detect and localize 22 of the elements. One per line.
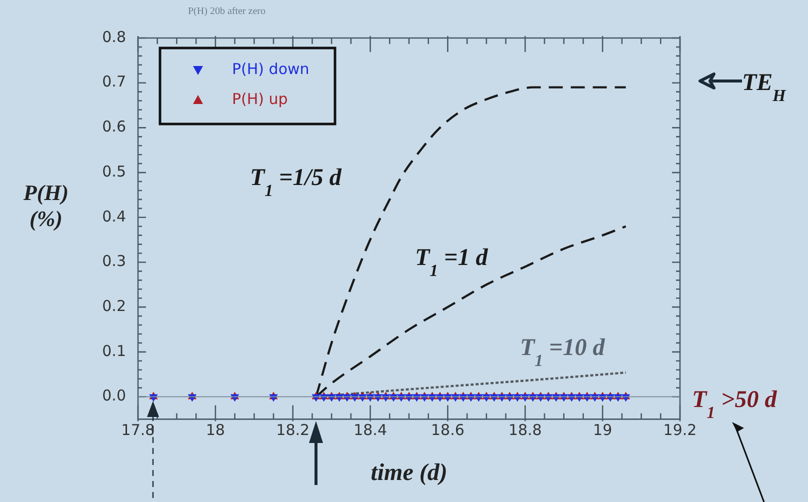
y-tick-label: 0.7 [102, 72, 126, 91]
y-tick-label: 0.1 [102, 342, 126, 360]
x-tick-label: 18.8 [508, 421, 542, 440]
x-tick-label: 18.4 [354, 421, 387, 440]
y-tick-label: 0.8 [102, 28, 126, 46]
y-axis-title: P(H) (%) [22, 180, 69, 231]
x-tick-label: 19 [593, 421, 612, 440]
y-tick-label: 0.3 [102, 252, 126, 270]
x-tick-label: 18.6 [431, 421, 464, 440]
legend-label: P(H) up [232, 90, 288, 108]
chart-title: P(H) 20b after zero [188, 6, 266, 17]
y-tick-label: 0.5 [102, 162, 126, 180]
x-axis-title: time (d) [370, 460, 448, 486]
y-tick-label: 0.2 [102, 296, 126, 315]
y-tick-label: 0.6 [102, 118, 126, 136]
x-tick-label: 18.2 [276, 421, 310, 440]
legend-label: P(H) down [232, 60, 310, 78]
x-tick-label: 17.8 [121, 421, 155, 440]
x-tick-label: 19.2 [663, 421, 697, 440]
x-tick-label: 18 [206, 421, 225, 440]
y-tick-label: 0.0 [102, 386, 126, 405]
y-tick-label: 0.4 [102, 207, 126, 226]
